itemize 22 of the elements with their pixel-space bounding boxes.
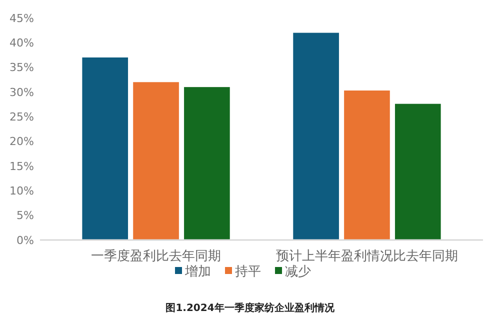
y-tick-label: 30% bbox=[10, 86, 34, 99]
y-tick-label: 25% bbox=[10, 110, 34, 124]
x-tick-label: 一季度盈利比去年同期 bbox=[91, 248, 222, 264]
bar bbox=[293, 32, 339, 240]
legend-label: 增加 bbox=[184, 264, 211, 280]
legend-label: 持平 bbox=[235, 264, 261, 280]
y-tick-label: 35% bbox=[10, 61, 34, 74]
bar bbox=[344, 90, 390, 240]
bar bbox=[133, 82, 179, 240]
x-tick-label: 预计上半年盈利情况比去年同期 bbox=[276, 249, 458, 264]
y-tick-label: 15% bbox=[10, 160, 34, 173]
bar bbox=[394, 104, 441, 240]
y-tick-label: 40% bbox=[10, 36, 34, 50]
y-tick-label: 20% bbox=[10, 135, 34, 148]
y-tick-label: 45% bbox=[10, 12, 34, 25]
legend-label: 减少 bbox=[285, 264, 311, 280]
y-tick-label: 10% bbox=[10, 184, 34, 198]
bar bbox=[82, 57, 128, 240]
text: 图1.2024年一季度家纺企业盈利情况 bbox=[166, 302, 336, 314]
bar bbox=[184, 87, 230, 240]
y-tick-label: 0% bbox=[16, 234, 34, 247]
y-tick-label: 5% bbox=[16, 209, 34, 222]
